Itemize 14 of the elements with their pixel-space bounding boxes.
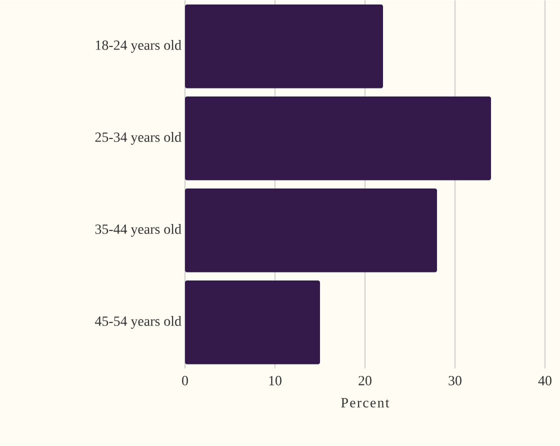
y-tick-label: 18-24 years old (96, 40, 182, 53)
y-tick-label: 25-34 years old (95, 132, 182, 145)
x-axis-title: Percent (341, 398, 390, 408)
y-tick-label: 35-44 years old (95, 224, 182, 237)
x-tick-label: 20 (358, 376, 372, 386)
x-tick-label: 40 (538, 376, 552, 386)
bar (185, 188, 438, 272)
bar (185, 4, 384, 88)
x-tick-label: 30 (448, 376, 462, 386)
bar (185, 96, 492, 180)
y-tick-label: 45-54 years old (94, 316, 182, 329)
x-tick-label: 0 (182, 376, 188, 386)
x-tick-label: 10 (269, 376, 282, 386)
bar (185, 280, 320, 364)
